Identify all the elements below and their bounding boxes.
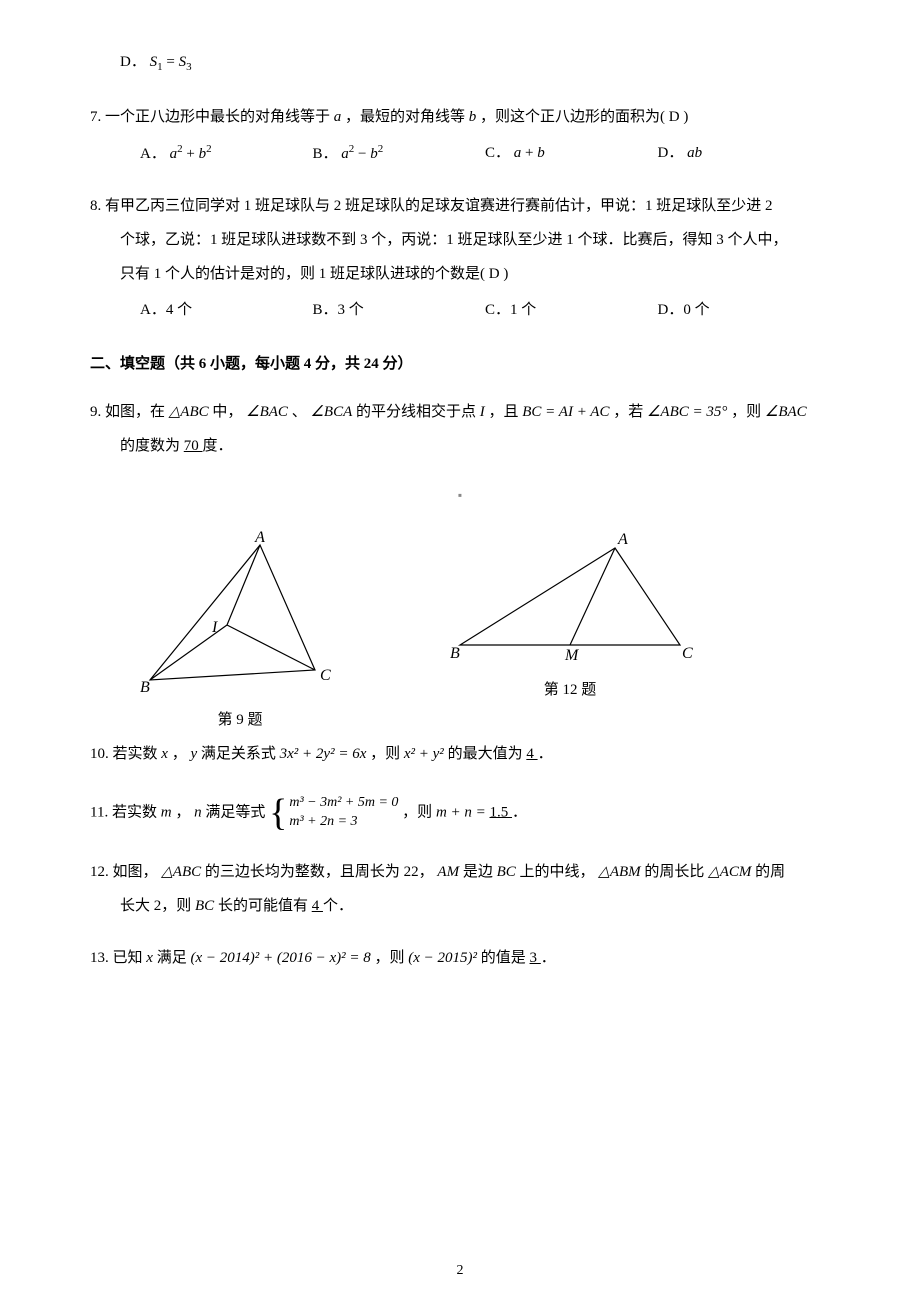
triangle-q12-svg: A B C M: [440, 530, 700, 670]
var-s1: S: [150, 54, 158, 70]
opt-label: D．: [120, 54, 146, 70]
figures-row: A B C I 第 9 题 A B C M 第 12 题: [130, 530, 830, 732]
q-number: 7.: [90, 109, 101, 125]
question-11: 11. 若实数 m ， n 满足等式 { m³ − 3m² + 5m = 0 m…: [90, 794, 830, 832]
label-a: A: [617, 531, 628, 548]
label-b: B: [140, 679, 150, 696]
figure-caption: 第 12 题: [440, 678, 700, 702]
answer-blank: 3: [530, 950, 541, 966]
q8-options: A．4 个 B．3 个 C．1 个 D．0 个: [90, 298, 830, 322]
question-12: 12. 如图， △ABC 的三边长均为整数，且周长为 22， AM 是边 BC …: [90, 860, 830, 918]
q-number: 13.: [90, 950, 109, 966]
page-number: 2: [0, 1260, 920, 1282]
option-d: D． ab: [658, 141, 831, 166]
label-m: M: [564, 647, 580, 664]
triangle-q9-svg: A B C I: [130, 530, 350, 700]
option-d: D．0 个: [658, 298, 831, 322]
answer: D: [489, 266, 504, 282]
answer-blank: 4: [526, 746, 537, 762]
section-2-heading: 二、填空题（共 6 小题，每小题 4 分，共 24 分）: [90, 352, 830, 376]
question-7: 7. 一个正八边形中最长的对角线等于 a ，最短的对角线等 b ，则这个正八边形…: [90, 105, 830, 166]
figure-caption: 第 9 题: [130, 708, 350, 732]
option-b: B． a2 − b2: [313, 141, 486, 166]
center-marker-icon: ▪: [458, 486, 462, 505]
question-9: 9. 如图，在 △ABC 中， ∠BAC 、 ∠BCA 的平分线相交于点 I ，…: [90, 400, 830, 458]
q-number: 9.: [90, 404, 101, 420]
q-number: 12.: [90, 864, 109, 880]
q-number: 10.: [90, 746, 109, 762]
figure-q9: A B C I 第 9 题: [130, 530, 350, 732]
answer-blank: 4: [312, 898, 323, 914]
label-a: A: [254, 530, 265, 546]
answer-blank: 70: [184, 438, 203, 454]
var-s3: S: [179, 54, 187, 70]
figure-q12: A B C M 第 12 题: [440, 530, 700, 732]
equation-system: { m³ − 3m² + 5m = 0 m³ + 2n = 3: [269, 794, 398, 832]
q-number: 8.: [90, 198, 101, 214]
label-c: C: [682, 645, 693, 662]
option-a: A． a2 + b2: [140, 141, 313, 166]
q6-option-d: D． S1 = S3: [90, 50, 830, 77]
answer: D: [669, 109, 684, 125]
option-c: C．1 个: [485, 298, 658, 322]
label-i: I: [211, 619, 218, 636]
question-8: 8. 有甲乙丙三位同学对 1 班足球队与 2 班足球队的足球友谊赛进行赛前估计，…: [90, 194, 830, 322]
label-b: B: [450, 645, 460, 662]
option-c: C． a + b: [485, 141, 658, 166]
option-a: A．4 个: [140, 298, 313, 322]
question-10: 10. 若实数 x ， y 满足关系式 3x² + 2y² = 6x ，则 x²…: [90, 742, 830, 766]
label-c: C: [320, 667, 331, 684]
q7-options: A． a2 + b2 B． a2 − b2 C． a + b D． ab: [90, 141, 830, 166]
option-b: B．3 个: [313, 298, 486, 322]
answer-blank: 1.5: [490, 804, 513, 820]
q-number: 11.: [90, 804, 108, 820]
question-13: 13. 已知 x 满足 (x − 2014)² + (2016 − x)² = …: [90, 946, 830, 970]
